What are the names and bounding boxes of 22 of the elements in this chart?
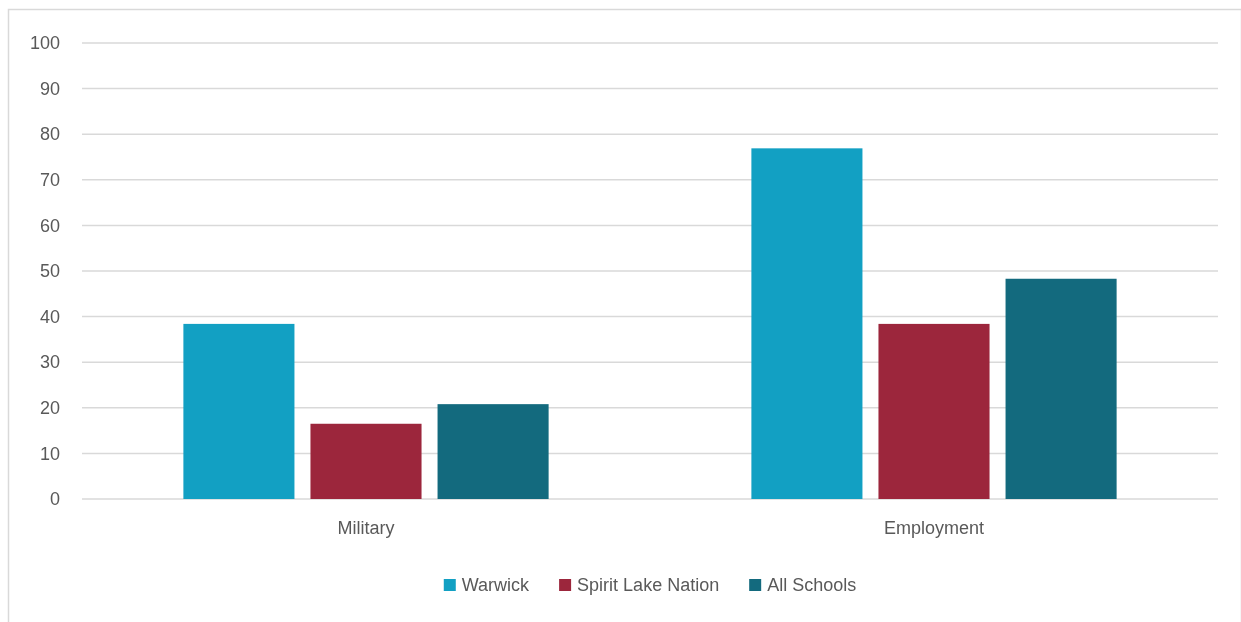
bar: [437, 404, 549, 499]
x-tick-label: Military: [337, 517, 395, 538]
bar: [1005, 278, 1117, 499]
y-tick-label: 80: [39, 124, 60, 145]
y-tick-label: 60: [39, 215, 60, 236]
y-tick-label: 40: [39, 306, 60, 327]
y-tick-label: 10: [39, 443, 60, 464]
bar: [310, 423, 422, 499]
bar: [878, 323, 990, 499]
y-tick-label: 20: [39, 398, 60, 419]
legend-label: All Schools: [767, 575, 857, 596]
y-tick-label: 30: [39, 352, 60, 373]
y-tick-label: 90: [39, 78, 60, 99]
legend-label: Spirit Lake Nation: [577, 575, 720, 596]
y-tick-label: 0: [49, 489, 60, 510]
y-tick-label: 50: [39, 261, 60, 282]
bar: [183, 323, 295, 499]
y-tick-label: 70: [39, 170, 60, 191]
bar: [751, 148, 863, 499]
x-tick-label: Employment: [883, 517, 985, 538]
y-tick-label: 100: [29, 33, 60, 54]
legend-label: Warwick: [461, 575, 531, 596]
